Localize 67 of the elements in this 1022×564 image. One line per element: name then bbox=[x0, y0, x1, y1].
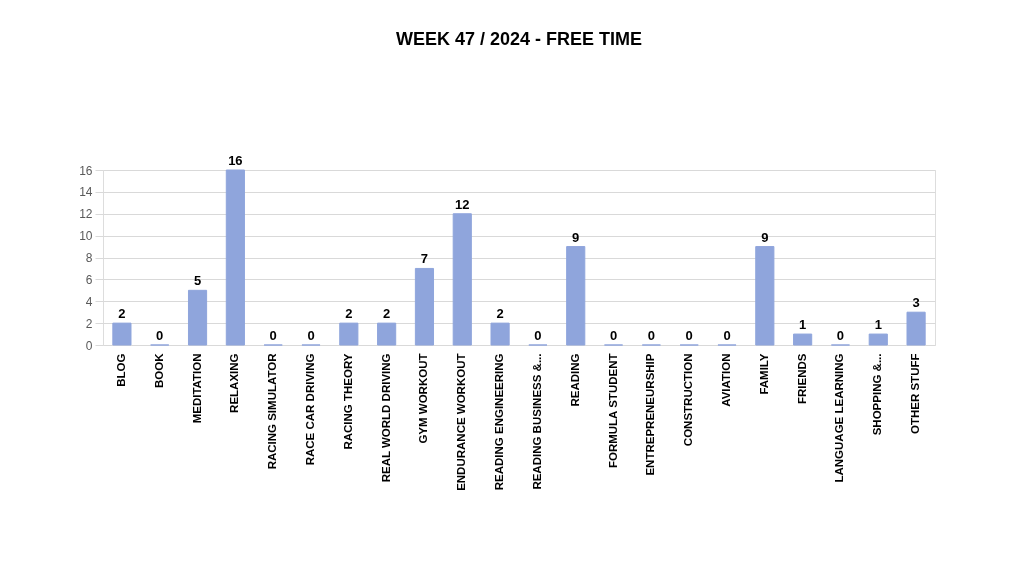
bar bbox=[452, 213, 472, 346]
bar bbox=[112, 322, 132, 346]
bar bbox=[490, 322, 510, 346]
data-label: 1 bbox=[874, 317, 882, 333]
data-label: 1 bbox=[799, 317, 807, 333]
data-label: 0 bbox=[156, 328, 164, 343]
data-label: 2 bbox=[383, 306, 391, 322]
bar bbox=[339, 322, 359, 346]
x-tick-label: AVIATION bbox=[720, 353, 732, 407]
y-tick-label: 2 bbox=[85, 316, 93, 331]
x-tick-label: READING bbox=[568, 353, 581, 407]
data-label: 0 bbox=[685, 328, 693, 343]
data-label: 16 bbox=[228, 153, 243, 168]
x-tick-label: BLOG bbox=[114, 353, 127, 387]
data-label: 0 bbox=[269, 328, 277, 343]
bar bbox=[377, 322, 397, 346]
bar bbox=[755, 246, 775, 346]
data-label: 0 bbox=[307, 328, 315, 343]
data-label: 3 bbox=[912, 295, 920, 311]
x-tick-label: CONSTRUCTION bbox=[682, 353, 695, 447]
x-tick-label: RACING THEORY bbox=[341, 353, 354, 450]
data-label: 0 bbox=[836, 328, 845, 343]
x-tick-label: ENTREPRENEURSHIP bbox=[644, 353, 657, 476]
x-tick-label: READING ENGINEERING bbox=[493, 353, 506, 491]
x-tick-label: ENDURANCE WORKOUT bbox=[455, 353, 468, 491]
bar bbox=[566, 246, 586, 346]
y-tick-label: 16 bbox=[79, 163, 93, 178]
data-label: 2 bbox=[118, 306, 126, 322]
x-tick-label: RELAXING bbox=[228, 353, 241, 413]
x-tick-label: LANGUAGE LEARNING bbox=[833, 353, 846, 483]
data-label: 0 bbox=[647, 328, 655, 343]
data-label: 0 bbox=[723, 328, 731, 343]
x-tick-label: FORMULA STUDENT bbox=[606, 353, 619, 469]
data-label: 9 bbox=[572, 229, 580, 245]
bar bbox=[793, 333, 813, 346]
x-tick-label: FAMILY bbox=[757, 353, 770, 395]
bar bbox=[225, 169, 245, 346]
data-label: 2 bbox=[345, 306, 353, 322]
y-tick-label: 8 bbox=[85, 251, 93, 265]
data-label: 12 bbox=[455, 196, 470, 212]
data-label: 0 bbox=[609, 328, 618, 343]
y-tick-label: 10 bbox=[79, 229, 93, 244]
chart-title: WEEK 47 / 2024 - FREE TIME bbox=[395, 29, 643, 49]
bar bbox=[868, 333, 888, 346]
data-label: 7 bbox=[420, 251, 429, 267]
x-tick-label: REAL WORLD DRIVING bbox=[379, 353, 392, 483]
y-tick-label: 0 bbox=[85, 338, 93, 353]
x-tick-label: READING BUSINESS &... bbox=[530, 353, 543, 490]
data-label: 9 bbox=[761, 229, 769, 245]
data-label: 5 bbox=[193, 273, 202, 289]
data-label: 2 bbox=[496, 306, 504, 322]
data-label: 0 bbox=[534, 328, 542, 343]
x-tick-label: GYM WORKOUT bbox=[417, 353, 430, 444]
y-tick-label: 6 bbox=[85, 272, 93, 287]
bar bbox=[187, 289, 208, 346]
x-tick-label: MEDITATION bbox=[190, 353, 203, 424]
bar bbox=[906, 311, 926, 346]
bar bbox=[414, 267, 435, 346]
x-tick-label: RACE CAR DRIVING bbox=[304, 353, 316, 466]
y-tick-label: 14 bbox=[79, 185, 93, 200]
y-tick-label: 12 bbox=[79, 207, 93, 222]
x-tick-label: RACING SIMULATOR bbox=[266, 352, 279, 470]
y-tick-label: 4 bbox=[85, 294, 93, 309]
x-tick-label: OTHER STUFF bbox=[909, 353, 922, 434]
x-tick-label: FRIENDS bbox=[795, 353, 808, 404]
x-tick-label: SHOPPING &... bbox=[871, 353, 884, 436]
x-tick-label: BOOK bbox=[152, 352, 165, 388]
